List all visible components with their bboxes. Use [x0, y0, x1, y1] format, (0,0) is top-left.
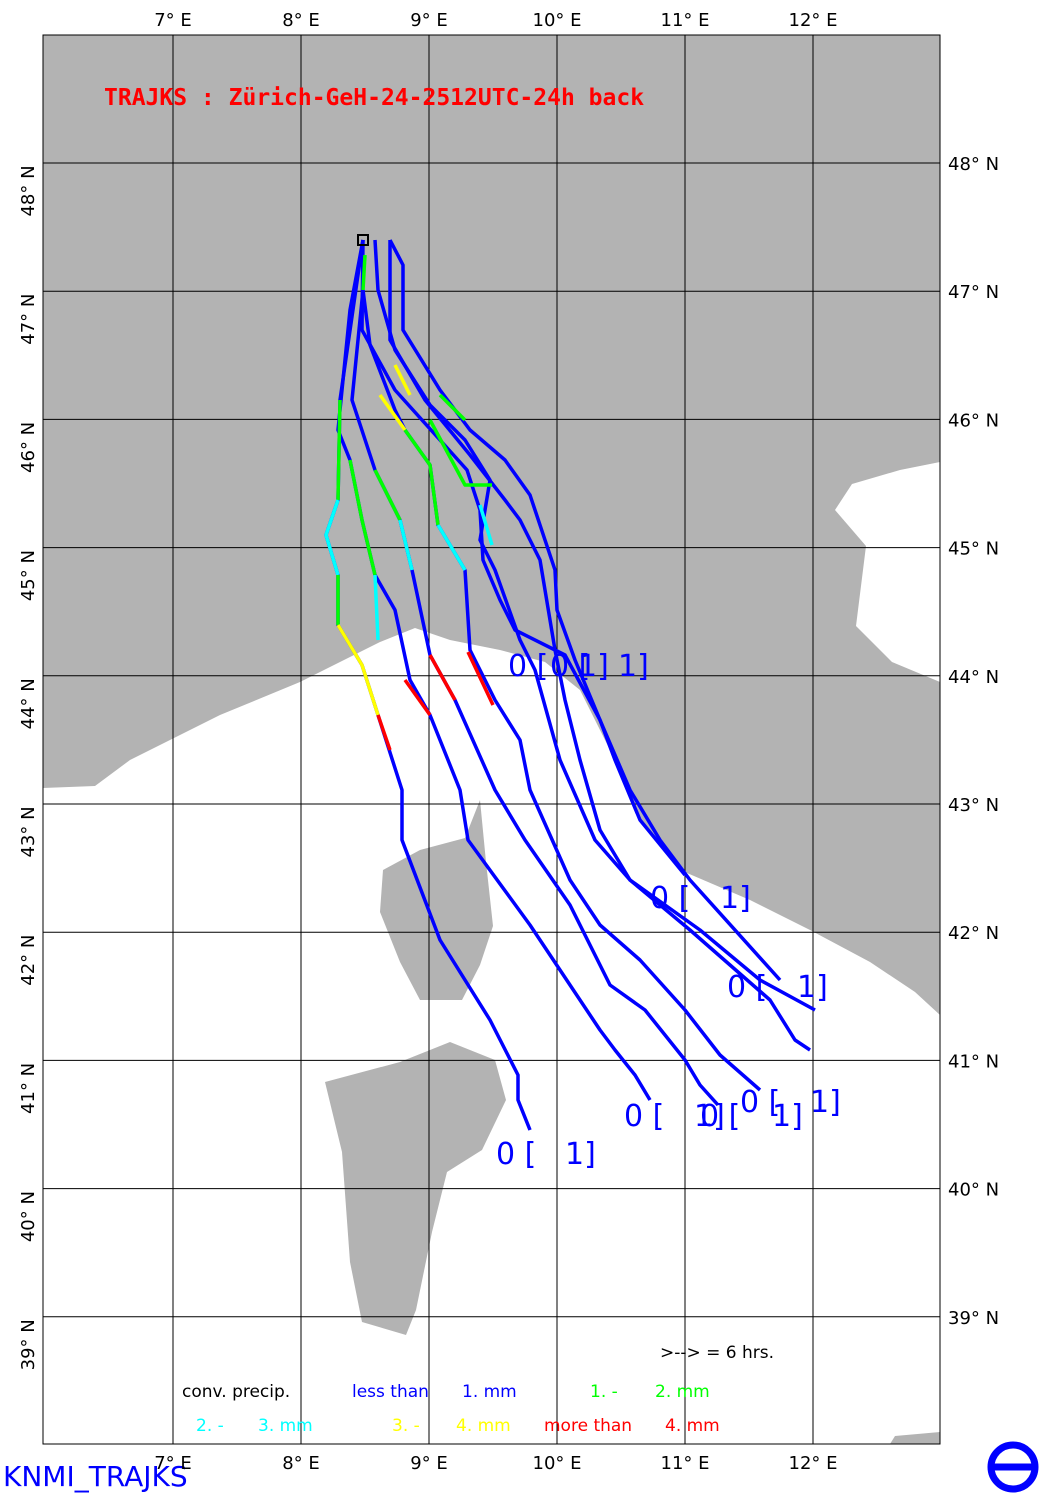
trajectory-segment	[436, 524, 467, 571]
end-label: 1]	[618, 649, 649, 684]
logo	[987, 1441, 1039, 1493]
end-label: 0 [	[727, 970, 767, 1005]
lon-label-bottom: 12° E	[789, 1453, 838, 1474]
lon-label-top: 8° E	[282, 10, 320, 31]
legend-arrow: >--> = 6 hrs.	[660, 1343, 774, 1363]
lon-label-bottom: 9° E	[410, 1453, 448, 1474]
trajectory-segment	[403, 428, 440, 526]
trajectory-segment	[373, 574, 380, 641]
end-label: 0 [	[624, 1099, 664, 1134]
trajectory	[388, 239, 782, 982]
end-label: 0 [	[740, 1085, 780, 1120]
lat-label-left: 41° N	[18, 1063, 39, 1114]
lat-label-left: 48° N	[18, 165, 39, 216]
lon-label-top: 9° E	[410, 10, 448, 31]
lon-label-bottom: 7° E	[154, 1453, 192, 1474]
lat-label-right: 39° N	[948, 1308, 999, 1329]
legend-item: 2. mm	[655, 1382, 710, 1402]
legend-item: less than	[352, 1382, 429, 1402]
trajectory-segment	[438, 393, 467, 422]
lat-label-left: 40° N	[18, 1191, 39, 1242]
legend-item: 3. -	[392, 1416, 420, 1436]
map-frame	[42, 34, 941, 1445]
end-label: 1]	[720, 881, 751, 916]
trajectory-segment	[428, 654, 457, 701]
end-labels: 0 [ 0 [ 1] 1] 0 [ 1] 0 [ 1] 0 [ 1] 0 [ 1…	[496, 649, 841, 1172]
lon-label-bottom: 8° E	[282, 1453, 320, 1474]
legend-item: 4. mm	[665, 1416, 720, 1436]
trajectory-segment	[361, 254, 367, 291]
lat-label-left: 39° N	[18, 1319, 39, 1370]
lat-label-right: 40° N	[948, 1180, 999, 1201]
lat-label-right: 48° N	[948, 154, 999, 175]
trajectory-segment	[403, 678, 432, 717]
trajectory-segment	[478, 504, 494, 546]
legend: >--> = 6 hrs. conv. precip. less than 1.…	[182, 1343, 774, 1436]
lon-label-top: 7° E	[154, 10, 192, 31]
trajectory-segment	[398, 519, 414, 571]
end-label: 0 [	[650, 881, 690, 916]
legend-item: 3. mm	[258, 1416, 313, 1436]
release-point	[357, 234, 369, 246]
trajectory	[360, 239, 687, 877]
lat-label-left: 44° N	[18, 678, 39, 729]
lon-label-bottom: 11° E	[661, 1453, 710, 1474]
legend-title: conv. precip.	[182, 1382, 290, 1402]
lat-label-right: 46° N	[948, 410, 999, 431]
lon-label-top: 11° E	[661, 10, 710, 31]
end-label: 1]	[797, 970, 828, 1005]
land	[43, 35, 940, 1444]
lat-label-right: 45° N	[948, 539, 999, 560]
end-label: 0 [	[508, 649, 548, 684]
legend-item: 1. mm	[462, 1382, 517, 1402]
legend-item: more than	[544, 1416, 632, 1436]
lat-label-left: 42° N	[18, 935, 39, 986]
lat-label-right: 43° N	[948, 795, 999, 816]
end-label: 1]	[565, 1137, 596, 1172]
end-label: 1]	[810, 1085, 841, 1120]
trajectory-segment	[324, 499, 340, 576]
trajectory-segment	[336, 399, 342, 501]
end-label: 0 [	[496, 1137, 536, 1172]
lat-label-left: 43° N	[18, 806, 39, 857]
lat-label-right: 44° N	[948, 667, 999, 688]
lat-label-right: 47° N	[948, 282, 999, 303]
lon-label-top: 12° E	[789, 10, 838, 31]
lon-label-bottom: 10° E	[533, 1453, 582, 1474]
graticule	[43, 35, 940, 1444]
coordinate-labels: 7° E 7° E 8° E 8° E 9° E 9° E 10° E 10° E 11° E 1…	[18, 10, 999, 1474]
lon-label-top: 10° E	[533, 10, 582, 31]
legend-item: 2. -	[196, 1416, 224, 1436]
trajectory-segment	[466, 651, 495, 706]
map-title: TRAJKS : Zürich-GeH-24-2512UTC-24h back	[104, 85, 644, 111]
trajectory-segment	[376, 714, 392, 751]
footer-label: KNMI_TRAJKS	[3, 1460, 188, 1493]
legend-item: 1. -	[590, 1382, 618, 1402]
legend-item: 4. mm	[456, 1416, 511, 1436]
end-label: 0 [	[550, 649, 590, 684]
lat-label-right: 42° N	[948, 923, 999, 944]
trajectory-segment	[393, 364, 412, 396]
end-label: 0 [	[700, 1099, 740, 1134]
trajectories	[324, 234, 816, 1131]
end-label: 1]	[578, 649, 609, 684]
lat-label-right: 41° N	[948, 1051, 999, 1072]
lat-label-left: 45° N	[18, 550, 39, 601]
lat-label-left: 47° N	[18, 294, 39, 345]
trajectory-segment	[378, 393, 407, 432]
trajectory-segment	[373, 469, 402, 521]
lat-label-left: 46° N	[18, 422, 39, 473]
trajectory-segment	[336, 624, 380, 716]
end-label: 1]	[694, 1099, 725, 1134]
trajectory-segment	[348, 459, 377, 576]
end-label: 1]	[772, 1099, 803, 1134]
trajectory-segment	[428, 419, 492, 487]
